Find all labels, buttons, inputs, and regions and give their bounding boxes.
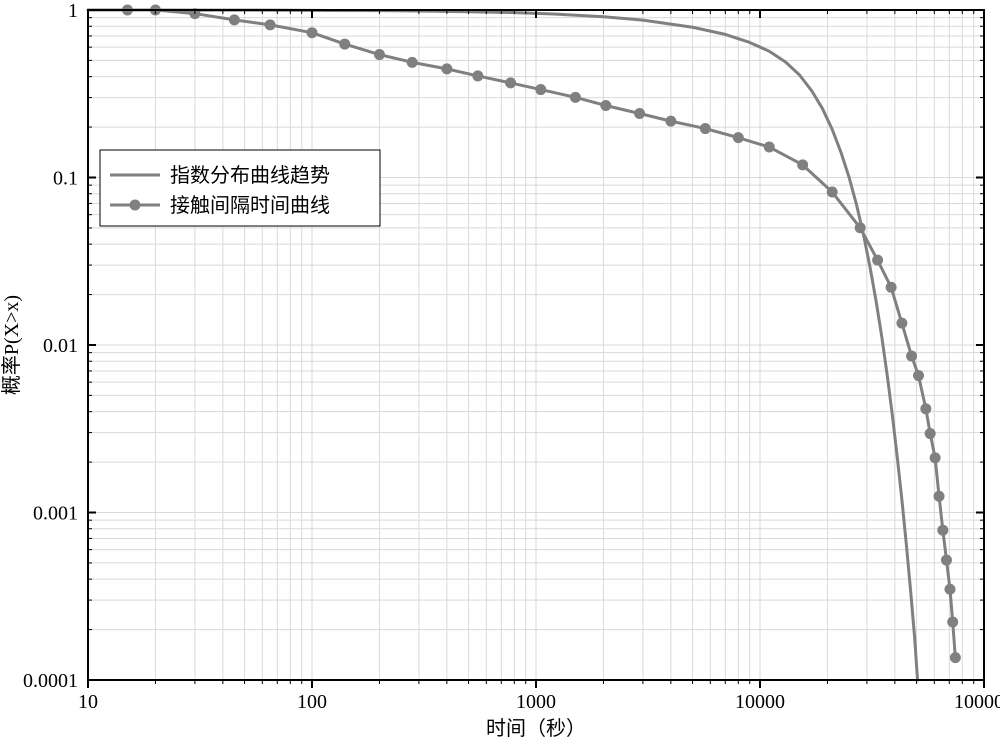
series-marker-contact bbox=[945, 584, 955, 594]
series-marker-contact bbox=[950, 653, 960, 663]
series-marker-contact bbox=[635, 109, 645, 119]
series-marker-contact bbox=[506, 78, 516, 88]
series-marker-contact bbox=[733, 133, 743, 143]
series-marker-contact bbox=[340, 39, 350, 49]
series-marker-contact bbox=[897, 318, 907, 328]
y-tick-label: 0.01 bbox=[43, 335, 78, 357]
x-tick-label: 10000 bbox=[735, 691, 785, 713]
x-tick-label: 100 bbox=[297, 691, 327, 713]
y-tick-label: 1 bbox=[68, 0, 78, 22]
series-marker-contact bbox=[307, 28, 317, 38]
series-marker-contact bbox=[907, 351, 917, 361]
chart-background bbox=[0, 0, 1000, 746]
series-marker-contact bbox=[934, 491, 944, 501]
series-marker-contact bbox=[914, 371, 924, 381]
y-tick-label: 0.1 bbox=[53, 168, 78, 190]
series-marker-contact bbox=[827, 187, 837, 197]
x-tick-label: 100000 bbox=[954, 691, 1000, 713]
series-marker-contact bbox=[938, 525, 948, 535]
series-marker-contact bbox=[873, 255, 883, 265]
series-marker-contact bbox=[570, 92, 580, 102]
series-marker-contact bbox=[764, 142, 774, 152]
x-tick-label: 10 bbox=[78, 691, 98, 713]
series-marker-contact bbox=[374, 50, 384, 60]
series-marker-contact bbox=[798, 160, 808, 170]
series-marker-contact bbox=[442, 64, 452, 74]
series-marker-contact bbox=[666, 116, 676, 126]
series-marker-contact bbox=[930, 453, 940, 463]
y-axis-label: 概率P(X>x) bbox=[0, 295, 23, 395]
y-tick-label: 0.0001 bbox=[23, 670, 78, 692]
series-marker-contact bbox=[601, 101, 611, 111]
y-tick-label: 0.001 bbox=[33, 503, 78, 525]
series-marker-contact bbox=[700, 124, 710, 134]
legend-label-exp: 指数分布曲线趋势 bbox=[170, 164, 330, 187]
chart-container: 10 100 1000 10000 100000 0.0001 0.001 0.01 0.1 1 时… bbox=[0, 0, 1000, 746]
x-tick-label: 1000 bbox=[516, 691, 556, 713]
series-marker-contact bbox=[925, 429, 935, 439]
series-marker-contact bbox=[886, 282, 896, 292]
series-marker-contact bbox=[407, 57, 417, 67]
series-marker-contact bbox=[473, 71, 483, 81]
series-marker-contact bbox=[941, 555, 951, 565]
legend: 指数分布曲线趋势接触间隔时间曲线 bbox=[100, 150, 380, 226]
legend-marker-contact bbox=[130, 200, 140, 210]
series-marker-contact bbox=[229, 15, 239, 25]
legend-label-contact: 接触间隔时间曲线 bbox=[170, 194, 330, 217]
series-marker-contact bbox=[265, 20, 275, 30]
chart-svg: 10 100 1000 10000 100000 0.0001 0.001 0.01 0.1 1 时… bbox=[0, 0, 1000, 746]
series-marker-contact bbox=[921, 404, 931, 414]
series-marker-contact bbox=[948, 617, 958, 627]
series-marker-contact bbox=[536, 85, 546, 95]
series-marker-contact bbox=[855, 223, 865, 233]
x-axis-label: 时间（秒） bbox=[486, 717, 586, 740]
